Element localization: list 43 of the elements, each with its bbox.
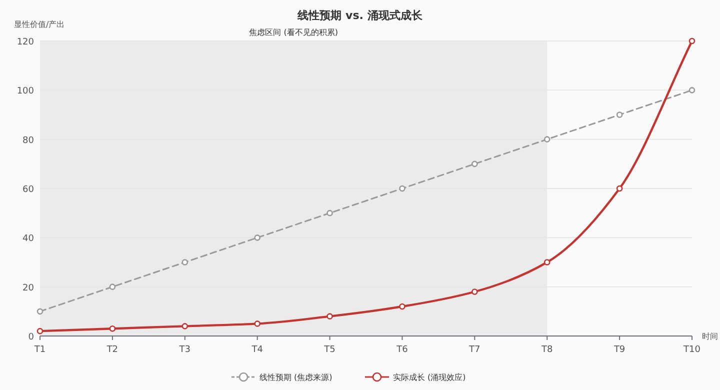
x-tick-label: T5 (323, 345, 336, 355)
point (399, 303, 406, 310)
x-tick-label: T6 (396, 345, 408, 355)
y-tick-label: 0 (28, 332, 34, 342)
y-tick-label: 80 (22, 136, 34, 146)
y-tick-label: 60 (22, 185, 34, 195)
chart-title: 线性预期 vs. 涌现式成长 (296, 9, 424, 22)
point (109, 325, 116, 332)
point (472, 160, 478, 168)
point (616, 112, 623, 118)
point (182, 259, 188, 266)
legend-label: 线性预期 (焦虑来源) (260, 373, 332, 382)
point (182, 323, 188, 330)
point (326, 210, 333, 216)
y-axis-title: 显性价值/产出 (14, 20, 65, 29)
point (688, 87, 696, 94)
y-tick-label: 40 (22, 234, 34, 244)
point (544, 136, 550, 142)
point (109, 284, 116, 290)
y-tick-label: 100 (16, 86, 34, 97)
x-tick-label: T1 (33, 345, 46, 355)
y-tick-label: 20 (22, 283, 34, 294)
x-tick-label: T7 (468, 345, 480, 355)
x-tick-label: T2 (106, 345, 118, 355)
point (472, 288, 478, 295)
x-axis-title: 时间 (702, 332, 718, 341)
point (254, 234, 260, 241)
point (36, 308, 44, 315)
legend-label: 实际成长 (涌现效应) (393, 373, 466, 382)
point (254, 320, 260, 327)
point (688, 38, 696, 44)
point (544, 259, 550, 266)
band-label: 焦虑区间 (看不见的积累) (249, 28, 338, 37)
point (36, 328, 44, 334)
point (616, 185, 623, 192)
point (326, 313, 333, 320)
x-tick-label: T3 (178, 345, 191, 355)
y-tick-label: 120 (16, 38, 34, 48)
x-tick-label: T10 (682, 345, 701, 355)
point (399, 185, 406, 192)
x-tick-label: T8 (540, 345, 553, 355)
x-tick-label: T4 (250, 345, 264, 355)
x-tick-label: T9 (612, 345, 626, 355)
